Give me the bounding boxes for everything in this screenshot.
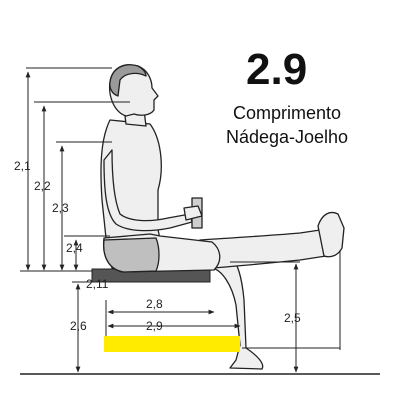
- measure-title: Comprimento Nádega-Joelho: [212, 101, 362, 149]
- highlight-bar: [104, 336, 240, 352]
- label-2-4: 2,4: [66, 241, 83, 255]
- label-2-1: 2,1: [14, 159, 31, 173]
- label-2-5: 2,5: [284, 311, 301, 325]
- measure-title-line2: Nádega-Joelho: [225, 127, 349, 147]
- measure-title-line1: Comprimento: [232, 103, 342, 123]
- measure-number: 2.9: [246, 45, 308, 94]
- label-2-3: 2,3: [52, 201, 69, 215]
- label-2-8: 2,8: [146, 297, 163, 311]
- seated-person: [100, 64, 345, 370]
- label-2-6: 2,6: [70, 319, 87, 333]
- label-2-2: 2,2: [34, 179, 51, 193]
- label-2-11: 2,11: [86, 277, 109, 291]
- label-2-9: 2,9: [146, 319, 163, 333]
- left-dimension-lines: [20, 67, 341, 373]
